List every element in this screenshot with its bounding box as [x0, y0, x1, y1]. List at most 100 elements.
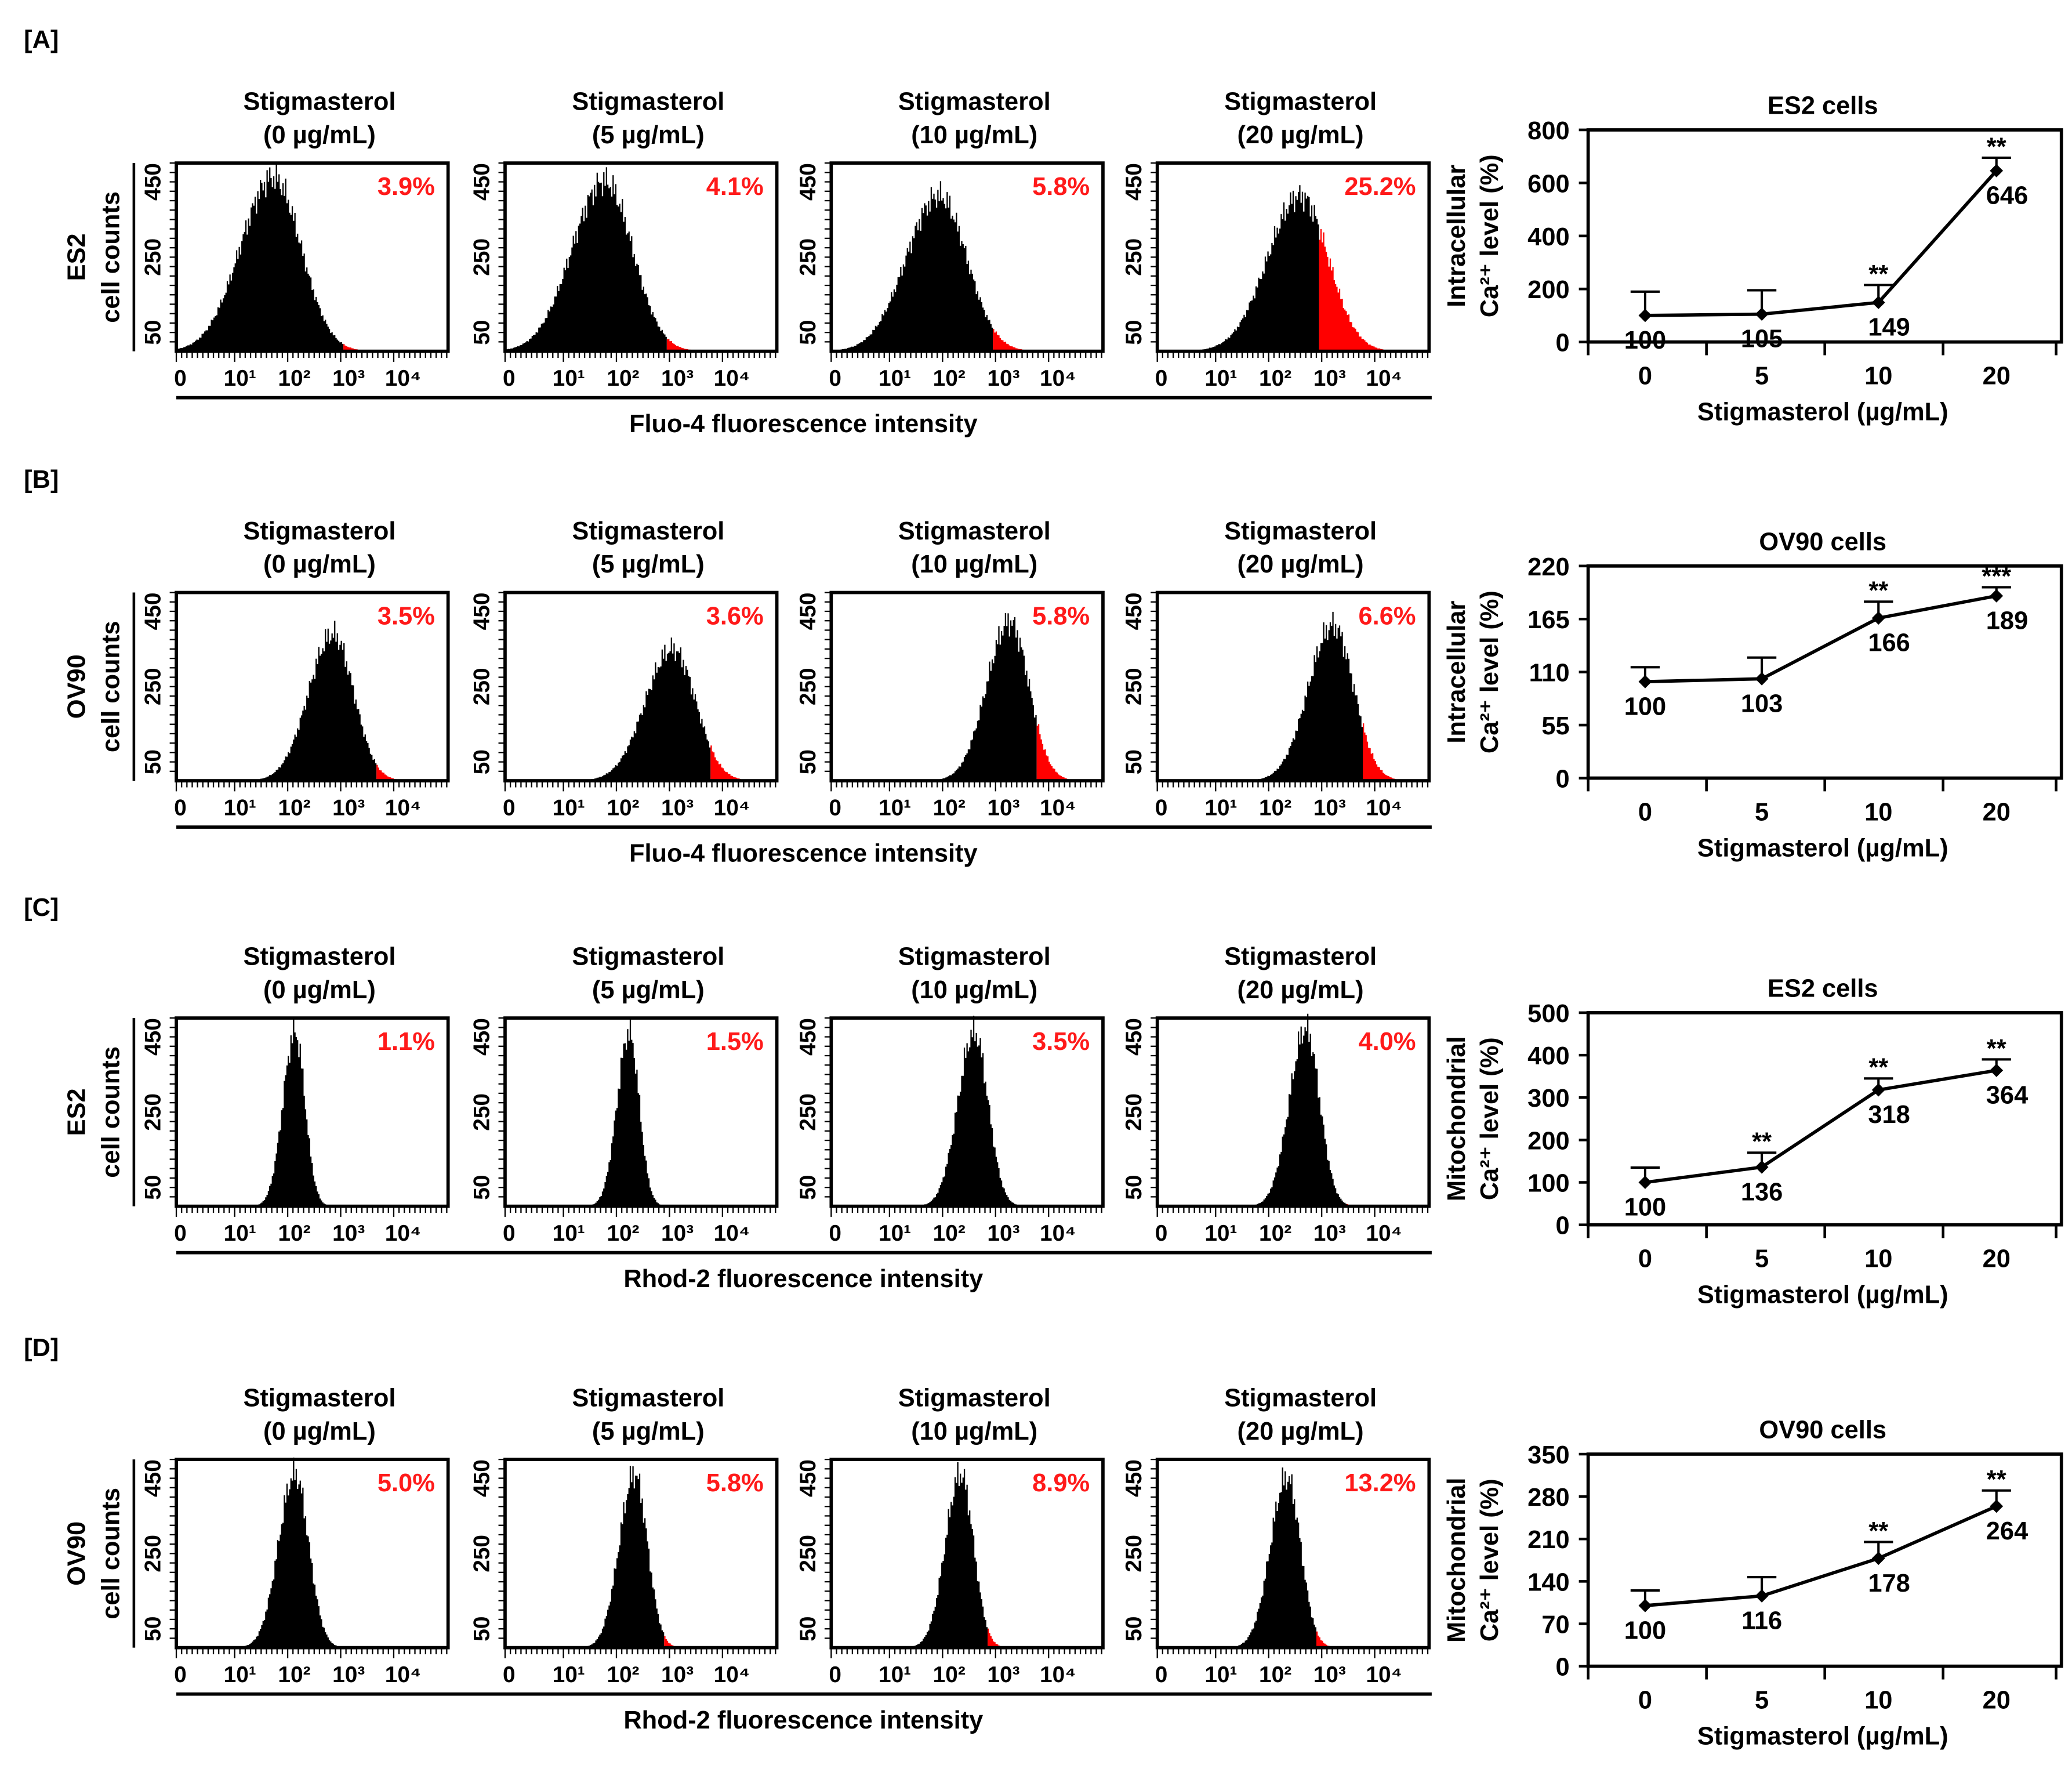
histogram-ungated	[176, 1019, 361, 1206]
histogram-panel: Stigmasterol (5 µg/mL)5.8% 450 250 50 0 10¹ 10²…	[470, 1385, 779, 1687]
hist-y-tick-label: 50	[796, 320, 821, 345]
x-tick-label: 20	[1983, 363, 2011, 390]
data-point	[1755, 672, 1769, 686]
x-tick-label: 10	[1864, 1245, 1892, 1273]
histogram-ungated	[1157, 1467, 1316, 1648]
hist-y-tick-label: 250	[796, 668, 821, 705]
data-label: 105	[1741, 325, 1783, 353]
hist-x-tick-label: 0	[174, 366, 187, 391]
hist-y-tick-label: 450	[470, 163, 495, 201]
hist-y-tick-label: 450	[470, 1459, 495, 1497]
x-tick-label: 0	[1638, 1687, 1652, 1715]
histogram-panel: Stigmasterol (0 µg/mL)1.1% 450 250 50 0 10¹ 10²…	[141, 943, 450, 1246]
hist-y-tick-label: 50	[1122, 1175, 1146, 1200]
hist-x-tick-label: 10³	[661, 366, 694, 391]
panel-dose: (10 µg/mL)	[911, 121, 1037, 149]
hist-x-tick-label: 10²	[607, 1221, 639, 1246]
x-axis-label: Stigmasterol (µg/mL)	[1697, 1281, 1948, 1309]
gated-percentage: 3.6%	[706, 602, 764, 630]
data-line	[1645, 1068, 1997, 1184]
hist-x-tick-label: 10²	[1259, 1221, 1291, 1246]
hist-x-tick-label: 10³	[987, 366, 1019, 391]
y-tick-label: 55	[1541, 712, 1569, 740]
y-axis-label-line2: Ca²⁺ level (%)	[1476, 590, 1504, 753]
hist-x-tick-label: 10⁴	[1366, 1662, 1402, 1687]
hist-y-tick-label: 250	[1122, 1093, 1146, 1131]
histogram-ungated	[1157, 185, 1319, 351]
hist-x-tick-label: 10²	[933, 1662, 966, 1687]
y-tick-label: 600	[1527, 170, 1569, 198]
hist-x-tick-label: 0	[829, 795, 841, 820]
significance-marker: **	[1868, 1054, 1888, 1082]
histogram-gated-region	[993, 328, 1105, 351]
hist-x-tick-label: 10⁴	[385, 795, 421, 820]
y-tick-label: 165	[1527, 606, 1569, 634]
chart-frame	[1586, 128, 2063, 344]
hist-y-tick-label: 450	[141, 1459, 166, 1497]
hist-y-tick-label: 250	[470, 1093, 495, 1131]
hist-x-tick-label: 10²	[1259, 1662, 1291, 1687]
hist-x-tick-label: 10¹	[879, 1221, 911, 1246]
hist-y-tick-label: 50	[796, 1175, 821, 1200]
hist-x-tick-label: 10²	[607, 1662, 639, 1687]
panel-dose: (20 µg/mL)	[1238, 121, 1364, 149]
hist-y-tick-label: 450	[1122, 1018, 1146, 1056]
hist-x-tick-label: 0	[1155, 366, 1168, 391]
histogram-ungated	[505, 167, 667, 351]
data-label: 100	[1624, 693, 1666, 720]
hist-x-tick-label: 0	[174, 795, 187, 820]
panel-title: Stigmasterol	[1224, 88, 1377, 116]
panel-dose: (0 µg/mL)	[263, 550, 376, 578]
histogram-gated-region	[664, 1636, 778, 1648]
hist-x-tick-label: 10³	[1313, 795, 1346, 820]
data-point	[1871, 611, 1885, 625]
line-chart: ES2 cells 0 100 200 300 400 500 0 5 10 20 Stigmaste…	[1443, 975, 2063, 1309]
y-axis-label-line1: Mitochondrial	[1443, 1478, 1471, 1643]
x-tick-label: 10	[1864, 1687, 1892, 1715]
hist-x-tick-label: 10³	[661, 795, 694, 820]
hist-y-tick-label: 250	[470, 668, 495, 705]
hist-x-tick-label: 10⁴	[714, 366, 750, 391]
panel-row-a: [A] ES2 cell counts Stigmasterol (0 µg/mL)3.…	[24, 26, 2063, 438]
panel-title: Stigmasterol	[243, 88, 395, 116]
hist-y-tick-label: 50	[141, 749, 166, 774]
chart-title: ES2 cells	[1768, 975, 1878, 1003]
gated-percentage: 13.2%	[1344, 1469, 1416, 1497]
histogram-panel: Stigmasterol (0 µg/mL)3.9% 450 250 50 0 10¹ 10²…	[141, 88, 450, 391]
hist-y-tick-label: 50	[796, 749, 821, 774]
hist-x-tick-label: 10³	[661, 1221, 694, 1246]
data-point	[1638, 1176, 1652, 1189]
histogram-ungated	[831, 1016, 1021, 1206]
histogram-panel: Stigmasterol (10 µg/mL) 5.8% 450 250 50 0 10¹ 10…	[796, 517, 1105, 820]
y-tick-label: 100	[1527, 1169, 1569, 1197]
histogram-ungated	[1157, 1013, 1347, 1206]
panel-dose: (10 µg/mL)	[911, 976, 1037, 1004]
x-tick-label: 10	[1864, 363, 1892, 390]
panel-dose: (5 µg/mL)	[592, 976, 705, 1004]
significance-marker: **	[1987, 1035, 2006, 1063]
hist-x-axis-label: Fluo-4 fluorescence intensity	[629, 839, 978, 867]
hist-y-tick-label: 450	[470, 593, 495, 630]
hist-y-tick-label: 250	[796, 1535, 821, 1572]
hist-x-tick-label: 10²	[1259, 366, 1291, 391]
hist-x-axis-label: Rhod-2 fluorescence intensity	[623, 1706, 983, 1734]
histogram-panel: Stigmasterol (0 µg/mL)3.5% 450 250 50 0 10¹ 10²…	[141, 517, 450, 820]
histogram-ungated	[831, 613, 1037, 781]
cell-line-label: OV90	[63, 654, 90, 719]
histogram-panel: Stigmasterol (20 µg/mL) 6.6% 450 250 50 0 10¹ 10…	[1122, 517, 1431, 820]
data-line	[1645, 594, 1997, 684]
data-label: 116	[1741, 1607, 1782, 1635]
gated-percentage: 6.6%	[1358, 602, 1416, 630]
histogram-ungated	[505, 637, 711, 781]
x-tick-label: 0	[1638, 1245, 1652, 1273]
data-point	[1871, 1083, 1885, 1097]
panel-title: Stigmasterol	[1224, 943, 1377, 971]
hist-y-tick-label: 450	[1122, 593, 1146, 630]
panel-title: Stigmasterol	[572, 1385, 724, 1412]
histogram-gated-region	[1036, 724, 1105, 781]
hist-x-tick-label: 10¹	[879, 795, 911, 820]
histogram-ungated	[505, 1466, 665, 1648]
hist-x-tick-label: 10⁴	[385, 1221, 421, 1246]
hist-y-tick-label: 50	[141, 320, 166, 345]
